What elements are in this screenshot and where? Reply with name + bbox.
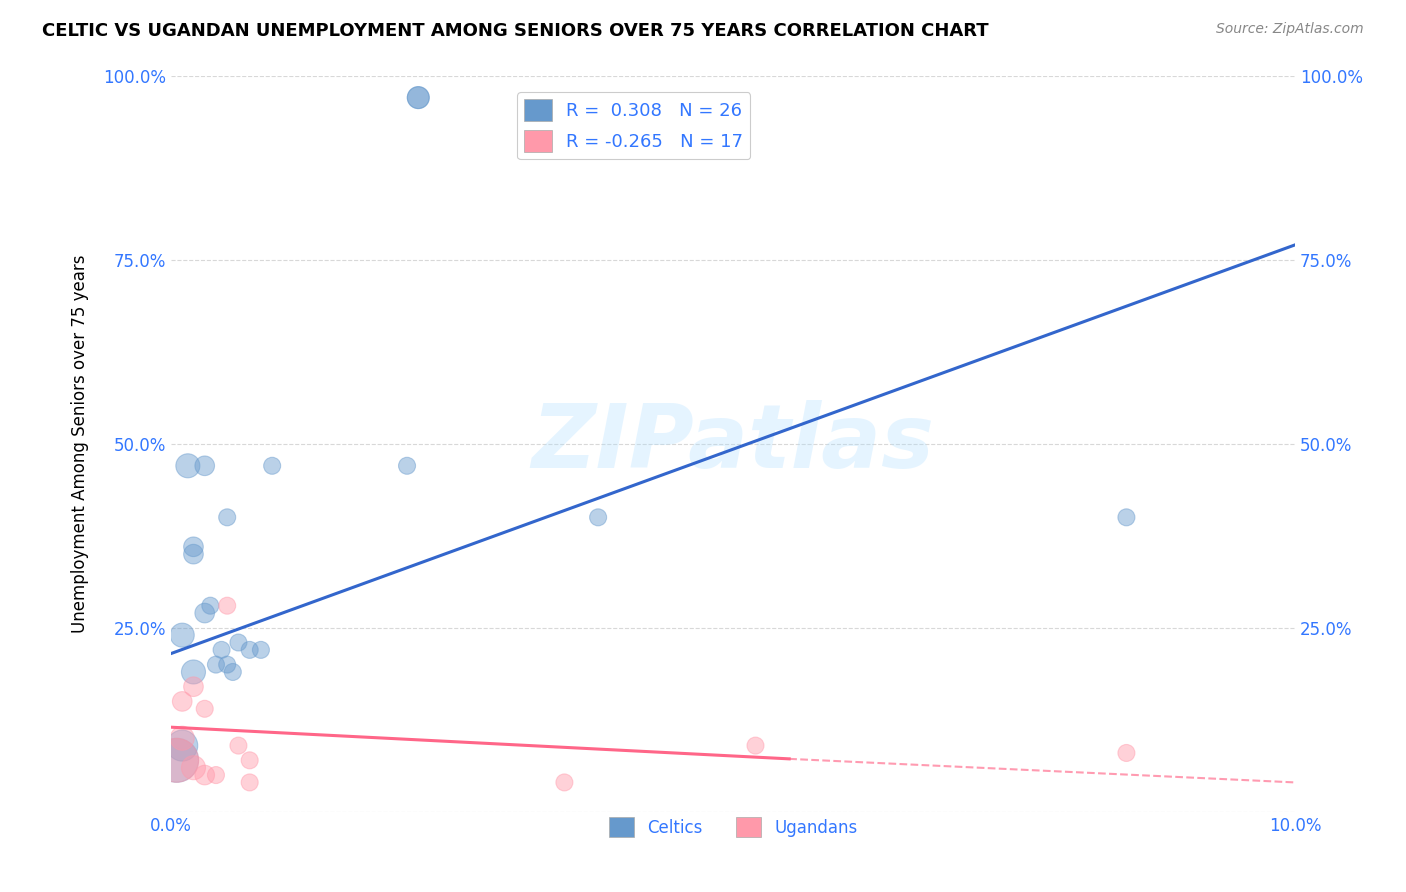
Point [239, 775, 262, 789]
Point [553, 775, 575, 789]
Point [262, 458, 284, 473]
Point [586, 510, 609, 524]
Point [205, 768, 228, 782]
Point [183, 540, 205, 554]
Point [194, 458, 217, 473]
Point [228, 635, 250, 649]
Text: Source: ZipAtlas.com: Source: ZipAtlas.com [1216, 22, 1364, 37]
Point [1115, 746, 1137, 760]
Point [183, 680, 205, 694]
Point [166, 753, 188, 767]
Point [239, 643, 262, 657]
Point [172, 731, 194, 746]
Point [217, 657, 239, 672]
Y-axis label: Unemployment Among Seniors over 75 years: Unemployment Among Seniors over 75 years [72, 254, 89, 633]
Point [194, 606, 217, 620]
Point [172, 694, 194, 708]
Point [228, 739, 250, 753]
Point [217, 599, 239, 613]
Point [239, 753, 262, 767]
Text: CELTIC VS UGANDAN UNEMPLOYMENT AMONG SENIORS OVER 75 YEARS CORRELATION CHART: CELTIC VS UGANDAN UNEMPLOYMENT AMONG SEN… [42, 22, 988, 40]
Point [183, 761, 205, 775]
Point [194, 702, 217, 716]
Point [1115, 510, 1137, 524]
Point [183, 665, 205, 679]
Point [250, 643, 273, 657]
Point [406, 90, 429, 104]
Legend: Celtics, Ugandans: Celtics, Ugandans [602, 810, 863, 844]
Point [205, 657, 228, 672]
Point [177, 458, 200, 473]
Point [194, 768, 217, 782]
Text: ZIPatlas: ZIPatlas [531, 401, 935, 487]
Point [222, 665, 245, 679]
Point [172, 739, 194, 753]
Point [406, 90, 429, 104]
Point [172, 628, 194, 642]
Point [200, 599, 222, 613]
Point [183, 547, 205, 561]
Point [217, 510, 239, 524]
Point [166, 753, 188, 767]
Point [211, 643, 233, 657]
Point [744, 739, 766, 753]
Point [395, 458, 418, 473]
